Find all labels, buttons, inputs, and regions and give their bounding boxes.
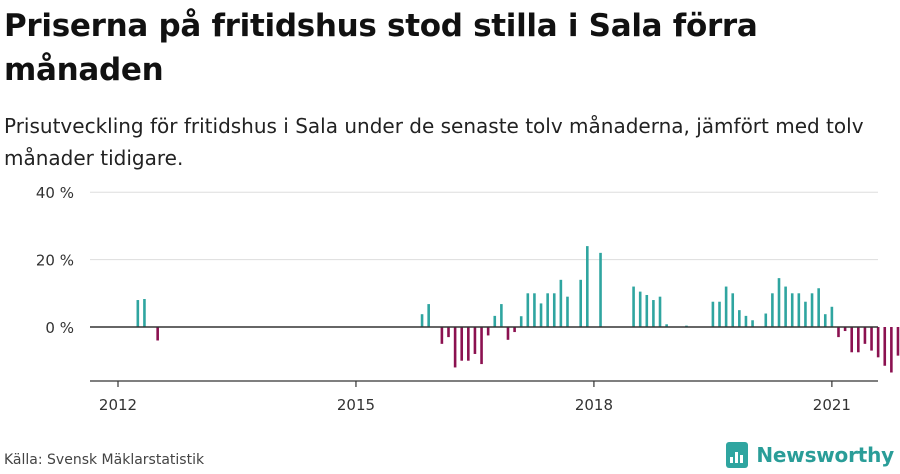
bar (467, 327, 470, 361)
bar (579, 279, 582, 327)
bar (559, 279, 563, 327)
bar (638, 291, 642, 327)
x-tick-label: 2021 (813, 396, 851, 414)
bar (440, 327, 444, 344)
bar (427, 304, 430, 327)
bar (817, 288, 820, 328)
bar (136, 300, 140, 327)
bar (883, 327, 887, 366)
chart-title: Priserna på fritidshus stod stilla i Sal… (4, 8, 758, 88)
bar (823, 314, 827, 327)
bar (460, 327, 464, 361)
bar (652, 300, 655, 327)
bar (790, 293, 794, 327)
bar (533, 293, 536, 327)
axis-labels: 0 %20 %40 %201220152018202120230 % (36, 184, 851, 414)
bar (156, 327, 159, 341)
gridlines (90, 191, 878, 261)
brand-logo-block: Newsworthy (726, 442, 894, 468)
bar (771, 293, 774, 327)
bar (632, 286, 635, 327)
x-tick-label: 2018 (575, 396, 613, 414)
bar (420, 314, 424, 327)
bar (453, 327, 457, 368)
bar (810, 293, 814, 327)
bar (526, 293, 530, 327)
bar (599, 252, 602, 327)
bar (724, 286, 728, 327)
bar (870, 327, 873, 351)
brand-name: Newsworthy (756, 443, 894, 467)
bar (804, 301, 807, 327)
bar (777, 278, 781, 327)
bar (486, 327, 490, 336)
bar (711, 301, 715, 327)
bar (843, 327, 847, 332)
bar (480, 327, 483, 365)
bar (493, 315, 497, 327)
source-note: Källa: Svensk Mäklarstatistik (4, 452, 205, 468)
bar (447, 327, 450, 338)
bar (500, 304, 503, 327)
bar (784, 286, 787, 327)
bar (513, 327, 516, 333)
bar (744, 315, 748, 327)
bar (658, 296, 662, 327)
bar (850, 327, 854, 353)
bar-chart: 0 %20 %40 %201220152018202120230 % (36, 184, 900, 414)
bar (566, 296, 569, 327)
bar (539, 303, 543, 327)
chart-subtitle: Prisutveckling för fritidshus i Sala und… (4, 114, 864, 170)
x-tick-label: 2012 (99, 396, 137, 414)
bar (473, 327, 477, 354)
bar (665, 324, 668, 327)
bar (519, 316, 523, 327)
y-tick-label: 20 % (36, 252, 74, 270)
bar (718, 301, 721, 327)
bar (857, 327, 860, 353)
axes (90, 326, 878, 387)
bar (876, 327, 880, 358)
bar (830, 306, 834, 327)
bar (751, 320, 754, 327)
bar (896, 327, 900, 356)
bar (797, 293, 801, 327)
bar (552, 293, 556, 327)
bar (890, 327, 893, 373)
bars (136, 246, 900, 373)
x-tick-label: 2015 (337, 396, 375, 414)
bar (143, 299, 146, 327)
bar (863, 327, 867, 344)
y-tick-label: 0 % (45, 319, 74, 337)
y-tick-label: 40 % (36, 184, 74, 202)
bar (738, 310, 741, 327)
bar (731, 293, 735, 327)
bar (546, 293, 549, 327)
bar (837, 327, 840, 338)
bar (764, 313, 768, 327)
newsworthy-logo-icon (726, 442, 749, 468)
bar (586, 246, 589, 327)
bar (645, 294, 649, 327)
bar (506, 327, 510, 340)
